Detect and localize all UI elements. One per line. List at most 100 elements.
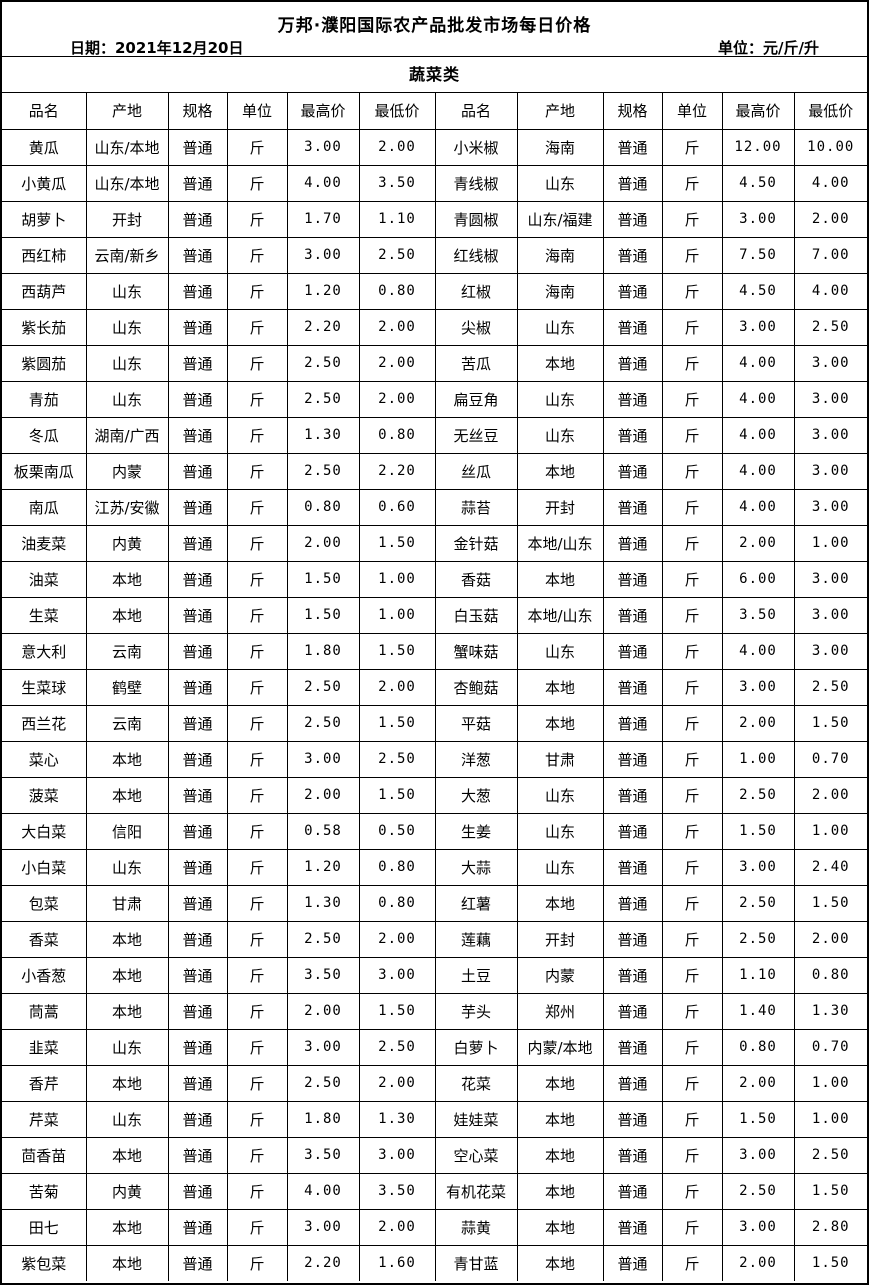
cell-unit: 斤 [226, 488, 288, 526]
cell-unit: 斤 [226, 884, 288, 922]
table-row: 板栗南瓜 内蒙 普通斤 2.50 2.20 丝瓜 本地 普通斤 4.00 3.00 [2, 452, 867, 490]
cell-unit: 斤 [226, 1028, 288, 1066]
cell-unit: 斤 [226, 740, 288, 778]
cell-high-price: 3.00 [721, 1136, 795, 1174]
cell-origin: 山东 [516, 632, 604, 670]
cell-spec: 普通 [167, 380, 228, 418]
cell-low-price: 2.00 [358, 344, 436, 382]
cell-unit: 斤 [661, 560, 723, 598]
cell-origin: 山东 [85, 1100, 169, 1138]
table-row: 菠菜 本地 普通斤 2.00 1.50 大葱 山东 普通斤 2.50 2.00 [2, 776, 867, 814]
cell-name: 大蒜 [434, 848, 518, 886]
cell-name: 芹菜 [2, 1100, 87, 1138]
cell-unit: 斤 [226, 992, 288, 1030]
table-row: 意大利 云南 普通斤 1.80 1.50 蟹味菇 山东 普通斤 4.00 3.00 [2, 632, 867, 670]
cell-spec: 普通 [602, 632, 663, 670]
cell-high-price: 3.00 [286, 128, 360, 166]
cell-origin: 本地 [85, 1244, 169, 1281]
price-table: 品名 产地 规格 单位 最高价 最低价 品名 产地 规格 单位 最高价 最低价 … [2, 93, 867, 1281]
cell-name: 生菜球 [2, 668, 87, 706]
cell-name: 蒜黄 [434, 1208, 518, 1246]
cell-high-price: 1.80 [286, 1100, 360, 1138]
cell-low-price: 0.70 [793, 1028, 867, 1066]
cell-name: 小香葱 [2, 956, 87, 994]
cell-high-price: 2.00 [721, 1064, 795, 1102]
col-header-high: 最高价 [721, 93, 795, 130]
cell-high-price: 1.50 [721, 1100, 795, 1138]
cell-low-price: 2.40 [793, 848, 867, 886]
cell-low-price: 2.00 [358, 1208, 436, 1246]
cell-name: 田七 [2, 1208, 87, 1246]
table-row: 油菜 本地 普通斤 1.50 1.00 香菇 本地 普通斤 6.00 3.00 [2, 560, 867, 598]
cell-high-price: 2.20 [286, 1244, 360, 1281]
cell-unit: 斤 [661, 308, 723, 346]
table-row: 茼蒿 本地 普通斤 2.00 1.50 芋头 郑州 普通斤 1.40 1.30 [2, 992, 867, 1030]
cell-spec: 普通 [167, 776, 228, 814]
cell-unit: 斤 [661, 1028, 723, 1066]
cell-low-price: 1.50 [358, 524, 436, 562]
cell-low-price: 2.50 [793, 308, 867, 346]
cell-name: 平菇 [434, 704, 518, 742]
cell-low-price: 3.50 [358, 1172, 436, 1210]
cell-origin: 本地 [516, 1244, 604, 1281]
cell-name: 红线椒 [434, 236, 518, 274]
price-table-body: 黄瓜 山东/本地 普通斤 3.00 2.00 小米椒 海南 普通斤 12.00 10.00 小黄瓜山… [2, 128, 867, 1281]
table-row: 西兰花 云南 普通斤 2.50 1.50 平菇 本地 普通斤 2.00 1.50 [2, 704, 867, 742]
cell-name: 油麦菜 [2, 524, 87, 562]
cell-spec: 普通 [602, 956, 663, 994]
cell-origin: 本地/山东 [516, 524, 604, 562]
cell-high-price: 2.50 [286, 704, 360, 742]
cell-low-price: 2.00 [358, 668, 436, 706]
cell-high-price: 1.20 [286, 848, 360, 886]
cell-unit: 斤 [661, 956, 723, 994]
cell-name: 茼蒿 [2, 992, 87, 1030]
cell-name: 丝瓜 [434, 452, 518, 490]
cell-origin: 本地 [516, 1172, 604, 1210]
cell-high-price: 4.00 [721, 416, 795, 454]
cell-name: 菠菜 [2, 776, 87, 814]
cell-name: 香芹 [2, 1064, 87, 1102]
cell-low-price: 1.50 [358, 776, 436, 814]
cell-name: 洋葱 [434, 740, 518, 778]
cell-origin: 内黄 [85, 524, 169, 562]
cell-origin: 本地 [85, 1136, 169, 1174]
cell-unit: 斤 [226, 632, 288, 670]
cell-origin: 本地 [85, 1064, 169, 1102]
cell-high-price: 4.50 [721, 272, 795, 310]
cell-high-price: 3.50 [286, 1136, 360, 1174]
col-header-origin: 产地 [85, 93, 169, 130]
cell-origin: 甘肃 [516, 740, 604, 778]
cell-high-price: 12.00 [721, 128, 795, 166]
cell-spec: 普通 [167, 884, 228, 922]
cell-spec: 普通 [167, 128, 228, 166]
cell-unit: 斤 [226, 560, 288, 598]
cell-origin: 山东 [85, 272, 169, 310]
cell-high-price: 2.50 [286, 1064, 360, 1102]
table-row: 大白菜 信阳 普通斤 0.58 0.50 生姜 山东 普通斤 1.50 1.00 [2, 812, 867, 850]
cell-unit: 斤 [226, 704, 288, 742]
cell-origin: 内蒙 [516, 956, 604, 994]
cell-low-price: 2.00 [358, 920, 436, 958]
cell-high-price: 4.50 [721, 164, 795, 202]
cell-high-price: 2.00 [286, 992, 360, 1030]
cell-spec: 普通 [167, 200, 228, 238]
table-row: 西红柿 云南/新乡 普通斤 3.00 2.50 红线椒 海南 普通斤 7.50 7.00 [2, 236, 867, 274]
cell-name: 西兰花 [2, 704, 87, 742]
cell-low-price: 1.00 [358, 596, 436, 634]
col-header-origin: 产地 [516, 93, 604, 130]
col-header-high: 最高价 [286, 93, 360, 130]
cell-low-price: 0.80 [358, 848, 436, 886]
cell-spec: 普通 [167, 1028, 228, 1066]
cell-name: 蟹味菇 [434, 632, 518, 670]
cell-high-price: 4.00 [721, 380, 795, 418]
cell-low-price: 10.00 [793, 128, 867, 166]
cell-origin: 本地 [516, 344, 604, 382]
cell-spec: 普通 [167, 236, 228, 274]
cell-low-price: 1.50 [358, 632, 436, 670]
col-header-spec: 规格 [602, 93, 663, 130]
cell-high-price: 2.20 [286, 308, 360, 346]
category-header: 蔬菜类 [2, 57, 867, 93]
cell-low-price: 4.00 [793, 272, 867, 310]
cell-high-price: 2.00 [721, 524, 795, 562]
cell-spec: 普通 [602, 1244, 663, 1281]
